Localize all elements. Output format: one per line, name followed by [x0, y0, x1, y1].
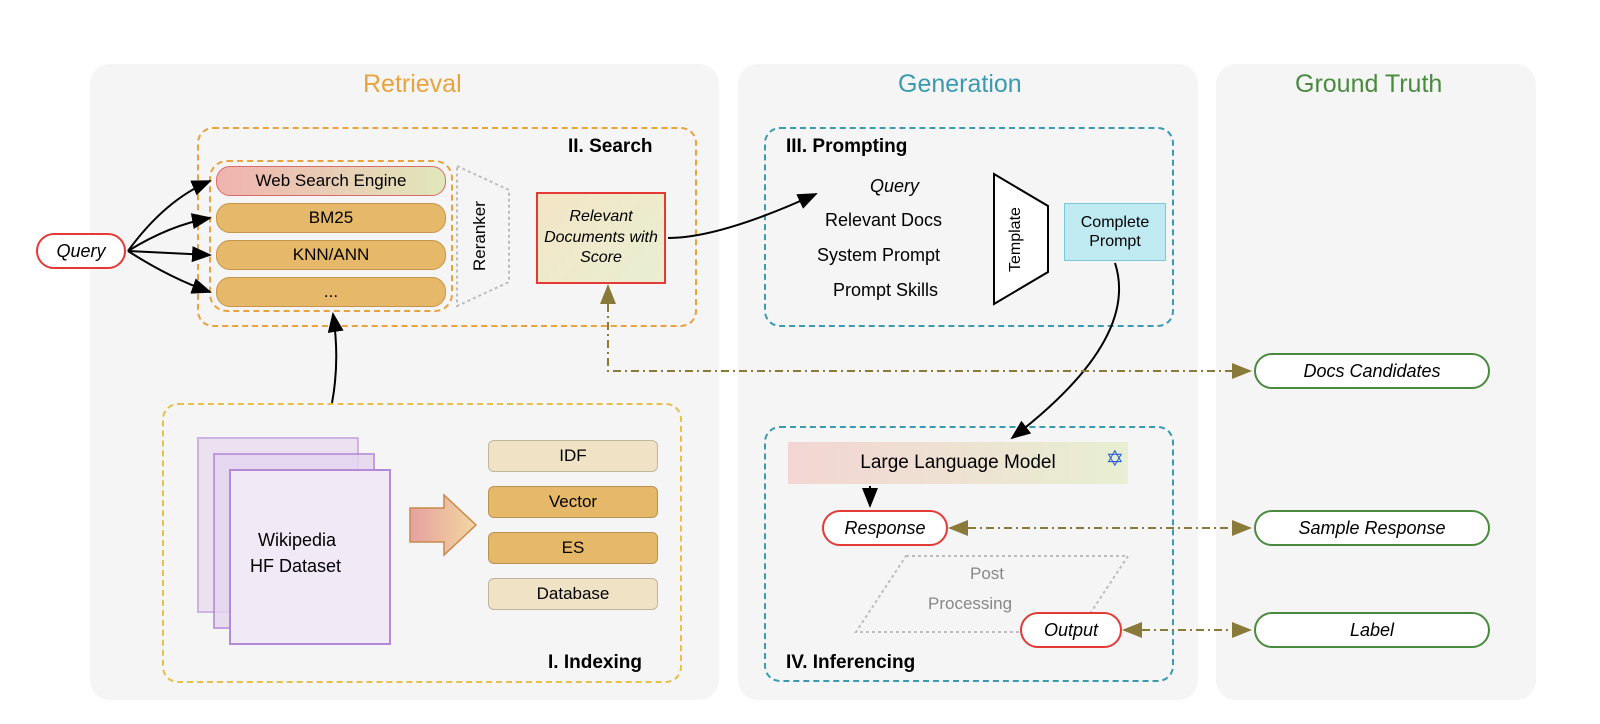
- index-database: Database: [488, 578, 658, 610]
- post-processing-label-bottom: Processing: [928, 594, 1012, 614]
- retrieval-title: Retrieval: [363, 70, 462, 99]
- gt-label: Label: [1254, 612, 1490, 648]
- search-method-more: ...: [216, 277, 446, 307]
- query-node: Query: [36, 233, 126, 269]
- search-method-knn: KNN/ANN: [216, 240, 446, 270]
- relevant-docs-box: Relevant Documents with Score: [536, 192, 666, 284]
- search-method-bm25: BM25: [216, 203, 446, 233]
- inferencing-label: IV. Inferencing: [786, 652, 915, 674]
- response-node: Response: [822, 510, 948, 546]
- post-processing-label-top: Post: [970, 564, 1004, 584]
- index-idf: IDF: [488, 440, 658, 472]
- star-icon: ✡: [1106, 446, 1124, 472]
- output-node: Output: [1020, 612, 1122, 648]
- indexing-label: I. Indexing: [548, 652, 642, 674]
- complete-prompt-box: Complete Prompt: [1064, 203, 1166, 261]
- wiki-label-bottom: HF Dataset: [250, 556, 341, 577]
- index-vector: Vector: [488, 486, 658, 518]
- gt-docs-candidates: Docs Candidates: [1254, 353, 1490, 389]
- generation-title: Generation: [898, 70, 1022, 99]
- index-es: ES: [488, 532, 658, 564]
- prompting-label: III. Prompting: [786, 136, 907, 158]
- ground-truth-title: Ground Truth: [1295, 70, 1442, 99]
- llm-label: Large Language Model: [860, 452, 1055, 474]
- llm-box: Large Language Model ✡: [788, 442, 1128, 484]
- search-label: II. Search: [568, 136, 653, 158]
- prompt-docs-label: Relevant Docs: [825, 210, 942, 231]
- wiki-label-top: Wikipedia: [258, 530, 336, 551]
- search-method-web: Web Search Engine: [216, 166, 446, 196]
- template-label: Template: [1005, 186, 1027, 294]
- prompt-system-label: System Prompt: [817, 245, 940, 266]
- gt-sample-response: Sample Response: [1254, 510, 1490, 546]
- reranker-label: Reranker: [468, 172, 492, 300]
- prompt-skills-label: Prompt Skills: [833, 280, 938, 301]
- prompt-query-label: Query: [870, 176, 919, 197]
